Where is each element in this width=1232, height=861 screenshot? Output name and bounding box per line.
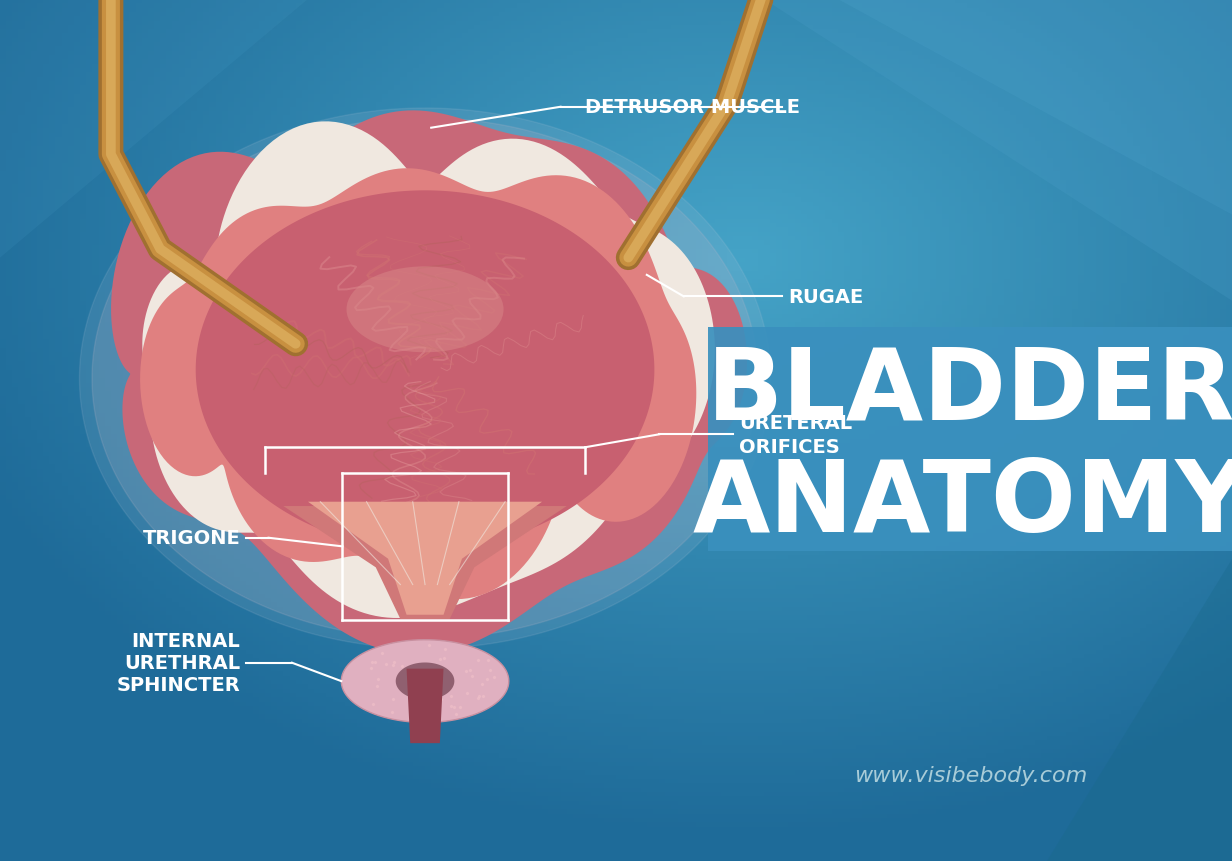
Polygon shape <box>196 191 654 549</box>
Polygon shape <box>838 0 1232 215</box>
Polygon shape <box>111 111 747 654</box>
Text: DETRUSOR MUSCLE: DETRUSOR MUSCLE <box>585 98 801 117</box>
Text: INTERNAL
URETHRAL
SPHINCTER: INTERNAL URETHRAL SPHINCTER <box>117 631 240 695</box>
Polygon shape <box>92 119 758 639</box>
Polygon shape <box>1047 560 1232 861</box>
Bar <box>708 327 1232 551</box>
Polygon shape <box>283 506 567 619</box>
Text: www.visibebody.com: www.visibebody.com <box>854 765 1088 785</box>
Text: TRIGONE: TRIGONE <box>143 529 240 548</box>
Ellipse shape <box>346 267 504 353</box>
Text: RUGAE: RUGAE <box>788 288 864 307</box>
Polygon shape <box>764 0 1232 301</box>
Polygon shape <box>407 669 444 743</box>
Polygon shape <box>341 640 509 722</box>
Text: ANATOMY: ANATOMY <box>694 455 1232 552</box>
Polygon shape <box>140 169 696 599</box>
Polygon shape <box>395 663 455 700</box>
Text: BLADDER: BLADDER <box>707 344 1232 440</box>
Polygon shape <box>80 109 771 648</box>
Text: URETERAL
ORIFICES: URETERAL ORIFICES <box>739 413 853 456</box>
Polygon shape <box>143 122 715 618</box>
Polygon shape <box>0 0 308 258</box>
Polygon shape <box>308 502 542 615</box>
